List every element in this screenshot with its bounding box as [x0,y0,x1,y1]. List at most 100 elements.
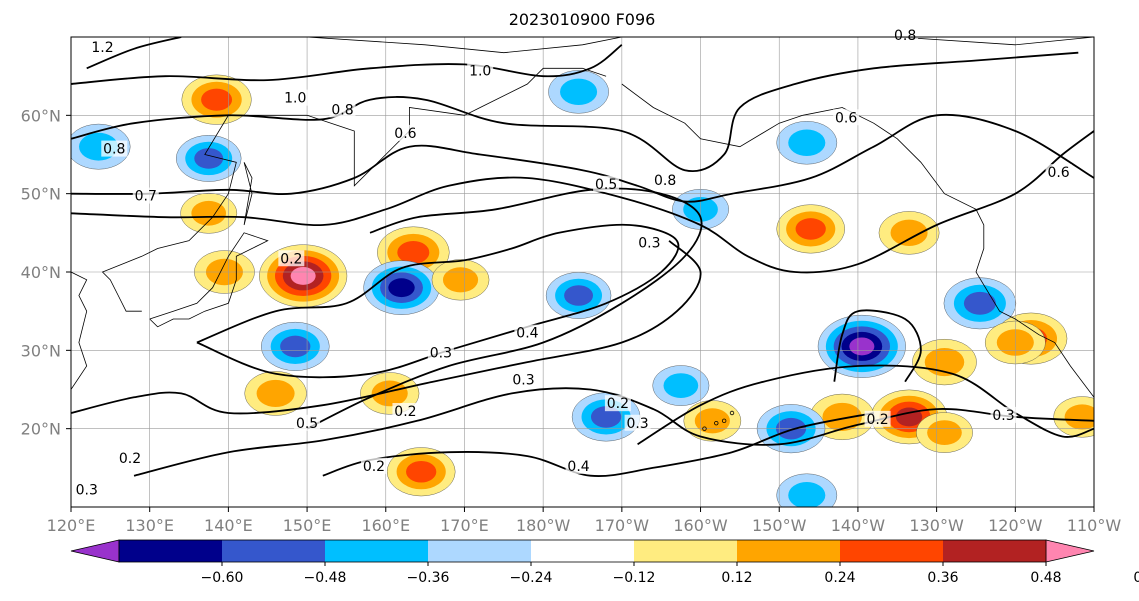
island-outline [702,426,707,431]
colorbar-tick-label: −0.12 [613,570,656,586]
anomaly-band [1064,404,1094,430]
lon-tick-label: 140°E [204,516,253,535]
contour-label: 0.5 [595,177,617,193]
contour-line [833,309,922,383]
contour-label-bg [467,62,494,79]
contour-label-bg [514,324,541,341]
contour-label-bg [604,395,631,412]
anomaly-cell [386,447,456,497]
lon-tick-label: 110°W [1067,516,1122,535]
contour-label-bg [565,457,592,474]
anomaly-band [256,379,295,407]
anomaly-band [890,219,928,247]
anomaly-band [388,278,415,298]
contour-line [306,187,703,430]
anomaly-cell [776,121,838,165]
colorbar-segment [634,540,738,562]
colorbar-segment [943,540,1047,562]
contour-label: 0.3 [626,416,648,432]
anomaly-band [788,482,826,507]
anomaly-cell [878,211,940,255]
contour-label: 0.6 [394,126,416,142]
colorbar-segment [737,540,841,562]
colorbar-segment [428,540,532,562]
lat-tick-label: 60°N [21,106,61,125]
lat-tick-label: 40°N [21,263,61,282]
anomaly-cell [181,74,252,125]
anomaly-cell [244,371,307,416]
contour-line [637,364,1094,446]
colorbar-tick-label: −0.24 [510,570,553,586]
island-outline [721,418,727,424]
contour-label: 0.2 [363,459,385,475]
anomaly-cell [176,135,242,182]
anomaly-band [963,291,996,315]
anomaly-cell [548,70,609,114]
contour-label-bg [282,89,309,106]
contour-label-bg [89,38,116,55]
colorbar-tick-label: −0.48 [304,570,347,586]
colorbar-segment [222,540,326,562]
island-outline [729,410,735,416]
anomaly-cell [943,277,1017,330]
anomaly-band [406,460,437,483]
contour-label: 0.3 [430,345,452,361]
contour-label-bg [510,371,537,388]
contour-label: 0.2 [119,451,141,467]
contour-label-bg [990,406,1017,423]
contour-label: 0.3 [992,408,1014,424]
anomaly-cell [431,259,490,301]
contour-label-bg [427,344,454,361]
contour-label-bg [593,175,620,192]
contour-label-bg [636,234,663,251]
contour-label-bg [360,457,387,474]
contour-label-bg [132,187,159,204]
contour-label-bg [278,250,305,267]
contour-label: 0.7 [135,189,157,205]
anomaly-cell [261,321,330,371]
contour-label: 0.8 [654,173,676,189]
figure-title: 2023010900 F096 [509,10,656,29]
contour-label-bg [392,124,419,141]
colorbar-segment [325,540,429,562]
contour-label: 1.2 [91,40,113,56]
anomaly-cell [776,204,845,254]
contour-label: 0.2 [280,251,302,267]
anomaly-band [663,373,699,398]
colorbar: −0.60 −0.48 −0.36 −0.24 −0.12 0.12 0.24 0.36 0.4… [70,539,1139,586]
anomaly-band [191,200,227,226]
contour-label: 0.3 [638,236,660,252]
contour-label-bg [1045,164,1072,181]
colorbar-tick-label: −0.60 [201,570,244,586]
contour-label: 0.3 [512,373,534,389]
contour-line [71,51,1079,172]
contour-label-bg [294,414,321,431]
contour-label: 0.8 [103,142,125,158]
contour-line [71,44,623,85]
anomaly-band [590,406,622,428]
anomaly-band [927,420,962,445]
contour-line [196,223,680,379]
anomaly-cell [809,393,875,440]
colorbar-segment [531,540,635,562]
contour-label: 0.6 [835,110,857,126]
colorbar-tick-label: 0.36 [927,570,958,586]
lon-tick-label: 150°E [283,516,332,535]
anomaly-band [822,402,862,431]
contour-label-bg [864,410,891,427]
anomaly-band [194,148,224,169]
contour-line [71,240,702,415]
colorbar-extend-low [70,539,120,563]
anomaly-band [201,88,233,111]
map-panel: 1.2 1.0 1.0 0.8 0.6 0.8 0.7 0.5 0.3 0.2 0.4 0.3 0.3 0… [21,27,1122,535]
contour-label: 0.2 [394,404,416,420]
contour-line [86,37,182,70]
colorbar-tick-label: 0.12 [721,570,752,586]
contour-label: 0.6 [1047,165,1069,181]
contour-label-bg [392,403,419,419]
anomaly-band [371,380,408,407]
lon-tick-label: 170°E [440,516,489,535]
lon-tick-label: 120°W [988,516,1043,535]
contour-line [71,130,1094,274]
